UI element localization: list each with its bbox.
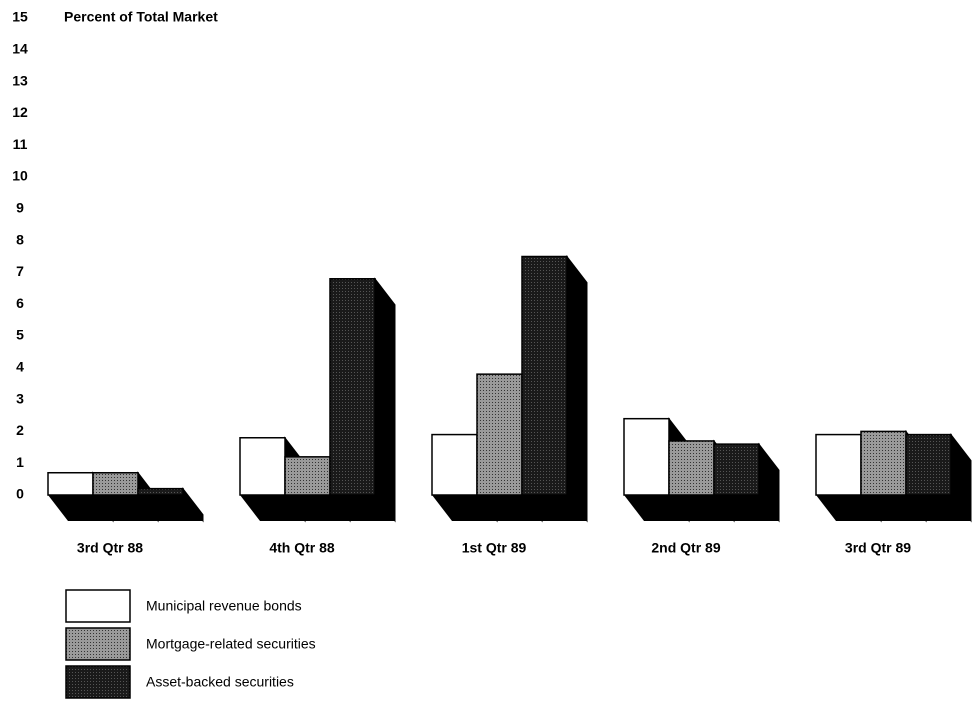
- x-tick-label: 3rd Qtr 89: [845, 540, 911, 556]
- legend-swatch: [65, 665, 131, 699]
- legend-label: Municipal revenue bonds: [146, 598, 302, 614]
- floor: [432, 495, 587, 521]
- bar: [905, 433, 952, 496]
- y-tick-label: 7: [16, 263, 24, 279]
- y-tick-label: 2: [16, 422, 24, 438]
- bar: [623, 417, 670, 496]
- y-tick-label: 4: [16, 359, 24, 375]
- y-tick-label: 15: [12, 9, 28, 25]
- bar: [476, 373, 523, 496]
- bar: [137, 487, 184, 496]
- y-tick-label: 5: [16, 327, 24, 343]
- legend-label: Mortgage-related securities: [146, 636, 316, 652]
- x-tick-label: 4th Qtr 88: [269, 540, 335, 556]
- bar: [521, 255, 568, 496]
- y-tick-label: 1: [16, 454, 24, 470]
- bar-side: [566, 255, 588, 523]
- y-tick-label: 3: [16, 390, 24, 406]
- bar: [239, 437, 286, 496]
- chart-title: Percent of Total Market: [64, 9, 218, 25]
- floor: [816, 495, 971, 521]
- bar: [431, 433, 478, 496]
- x-tick-label: 3rd Qtr 88: [77, 540, 143, 556]
- floor: [48, 495, 203, 521]
- bar: [815, 433, 862, 496]
- y-tick-label: 9: [16, 200, 24, 216]
- floor: [240, 495, 395, 521]
- floor: [624, 495, 779, 521]
- bar: [860, 430, 907, 496]
- bar: [713, 443, 760, 496]
- bar: [329, 278, 376, 496]
- y-tick-label: 13: [12, 72, 28, 88]
- legend-label: Asset-backed securities: [146, 674, 294, 690]
- bar-side: [374, 277, 396, 523]
- bar: [668, 440, 715, 496]
- y-tick-label: 6: [16, 295, 24, 311]
- x-tick-label: 2nd Qtr 89: [651, 540, 720, 556]
- y-tick-label: 14: [12, 41, 28, 57]
- y-tick-label: 0: [16, 486, 24, 502]
- y-tick-label: 8: [16, 231, 24, 247]
- y-tick-label: 10: [12, 168, 28, 184]
- y-tick-label: 12: [12, 104, 28, 120]
- legend-swatch: [65, 627, 131, 661]
- x-tick-label: 1st Qtr 89: [462, 540, 527, 556]
- bar: [47, 471, 94, 496]
- bar: [284, 456, 331, 496]
- y-tick-label: 11: [13, 136, 28, 152]
- bar: [92, 471, 139, 496]
- legend-swatch: [65, 589, 131, 623]
